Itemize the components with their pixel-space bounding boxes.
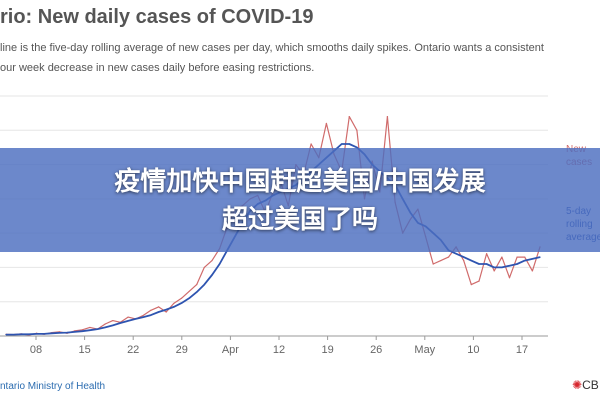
data-point-rolling_average xyxy=(211,274,213,276)
data-point-new_cases xyxy=(501,256,503,258)
data-point-new_cases xyxy=(104,323,106,325)
data-point-rolling_average xyxy=(180,302,183,304)
data-point-rolling_average xyxy=(28,333,30,335)
data-point-rolling_average xyxy=(157,311,160,313)
data-point-rolling_average xyxy=(356,146,358,149)
data-point-rolling_average xyxy=(127,320,129,322)
data-point-new_cases xyxy=(89,326,91,329)
data-point-rolling_average xyxy=(104,326,106,329)
data-point-new_cases xyxy=(112,319,114,322)
data-point-rolling_average xyxy=(135,318,137,320)
data-point-rolling_average xyxy=(470,259,472,262)
x-tick-label: May xyxy=(414,344,435,356)
data-point-rolling_average xyxy=(508,265,511,267)
data-point-new_cases xyxy=(142,314,144,317)
data-point-rolling_average xyxy=(165,309,167,311)
data-point-new_cases xyxy=(478,280,480,282)
data-point-new_cases xyxy=(531,270,533,272)
data-point-rolling_average xyxy=(51,332,53,334)
data-point-rolling_average xyxy=(348,143,350,145)
data-point-rolling_average xyxy=(150,314,152,316)
data-point-rolling_average xyxy=(43,333,45,335)
data-point-new_cases xyxy=(127,316,129,318)
data-point-rolling_average xyxy=(455,253,457,255)
x-tick-label: Apr xyxy=(222,344,239,356)
logo-text: CB xyxy=(582,378,599,392)
data-point-rolling_average xyxy=(112,324,114,326)
data-point-new_cases xyxy=(173,302,175,305)
data-point-new_cases xyxy=(493,270,495,272)
chart-subtitle-line-2: our week decrease in new cases daily bef… xyxy=(0,62,315,74)
data-point-rolling_average xyxy=(13,334,15,336)
data-point-new_cases xyxy=(188,290,190,293)
data-point-rolling_average xyxy=(74,331,76,333)
data-point-new_cases xyxy=(203,266,205,269)
x-tick-label: 26 xyxy=(370,344,382,356)
x-axis-ticks: 08 15 22 29 Apr 12 19 26 May 10 17 xyxy=(30,336,528,356)
data-point-new_cases xyxy=(470,283,472,286)
data-point-new_cases xyxy=(81,329,83,331)
data-point-rolling_average xyxy=(196,291,198,293)
data-point-rolling_average xyxy=(188,297,190,299)
data-point-rolling_average xyxy=(66,331,68,334)
data-point-new_cases xyxy=(180,297,183,299)
data-point-new_cases xyxy=(440,259,442,262)
data-point-rolling_average xyxy=(493,266,495,269)
data-point-new_cases xyxy=(508,277,511,279)
data-point-rolling_average xyxy=(20,333,22,335)
data-point-new_cases xyxy=(348,115,350,118)
data-point-new_cases xyxy=(165,311,167,313)
data-point-new_cases xyxy=(432,263,434,265)
x-tick-label: 19 xyxy=(321,344,333,356)
data-point-new_cases xyxy=(463,259,465,262)
data-point-rolling_average xyxy=(5,334,7,336)
data-point-rolling_average xyxy=(142,316,144,318)
data-point-rolling_average xyxy=(516,263,518,265)
data-point-rolling_average xyxy=(58,332,61,334)
x-tick-label: 29 xyxy=(176,344,188,356)
chart-subtitle-line-1: line is the five-day rolling average of … xyxy=(0,42,544,54)
data-point-new_cases xyxy=(386,115,389,118)
data-point-new_cases xyxy=(196,283,198,286)
data-point-new_cases xyxy=(516,256,518,258)
data-point-rolling_average xyxy=(81,330,83,332)
data-point-rolling_average xyxy=(463,256,465,258)
data-point-new_cases xyxy=(157,306,160,308)
source-credit: ntario Ministry of Health xyxy=(0,381,106,392)
overlay-line-2: 超过美国了吗 xyxy=(221,204,378,234)
x-tick-label: 12 xyxy=(273,344,285,356)
overlay-banner: 疫情加快中国赶超美国/中国发展 超过美国了吗 xyxy=(0,148,600,252)
cbc-logo: ✺CB xyxy=(572,378,599,392)
data-point-rolling_average xyxy=(531,258,533,260)
data-point-new_cases xyxy=(310,143,312,145)
data-point-rolling_average xyxy=(341,143,343,145)
data-point-rolling_average xyxy=(486,263,488,265)
data-point-new_cases xyxy=(211,259,213,262)
data-point-rolling_average xyxy=(173,306,175,308)
data-point-rolling_average xyxy=(35,333,38,335)
data-point-new_cases xyxy=(447,256,450,258)
data-point-rolling_average xyxy=(89,329,91,331)
chart-title: rio: New daily cases of COVID-19 xyxy=(0,6,314,28)
data-point-rolling_average xyxy=(539,256,541,258)
data-point-rolling_average xyxy=(478,263,480,265)
data-point-rolling_average xyxy=(119,322,122,324)
data-point-new_cases xyxy=(486,253,488,255)
x-tick-label: 10 xyxy=(467,344,479,356)
data-point-new_cases xyxy=(325,122,327,125)
data-point-rolling_average xyxy=(524,259,526,262)
x-tick-label: 15 xyxy=(78,344,90,356)
data-point-rolling_average xyxy=(501,266,503,269)
data-point-rolling_average xyxy=(96,328,99,330)
data-point-new_cases xyxy=(524,256,526,258)
x-tick-label: 22 xyxy=(127,344,139,356)
overlay-line-1: 疫情加快中国赶超美国/中国发展 xyxy=(114,166,486,196)
x-tick-label: 17 xyxy=(516,344,528,356)
data-point-new_cases xyxy=(150,309,152,311)
data-point-rolling_average xyxy=(219,263,221,265)
x-tick-label: 08 xyxy=(30,344,42,356)
data-point-rolling_average xyxy=(203,283,205,286)
data-point-new_cases xyxy=(356,129,358,131)
cbc-gem-icon: ✺ xyxy=(572,378,583,392)
